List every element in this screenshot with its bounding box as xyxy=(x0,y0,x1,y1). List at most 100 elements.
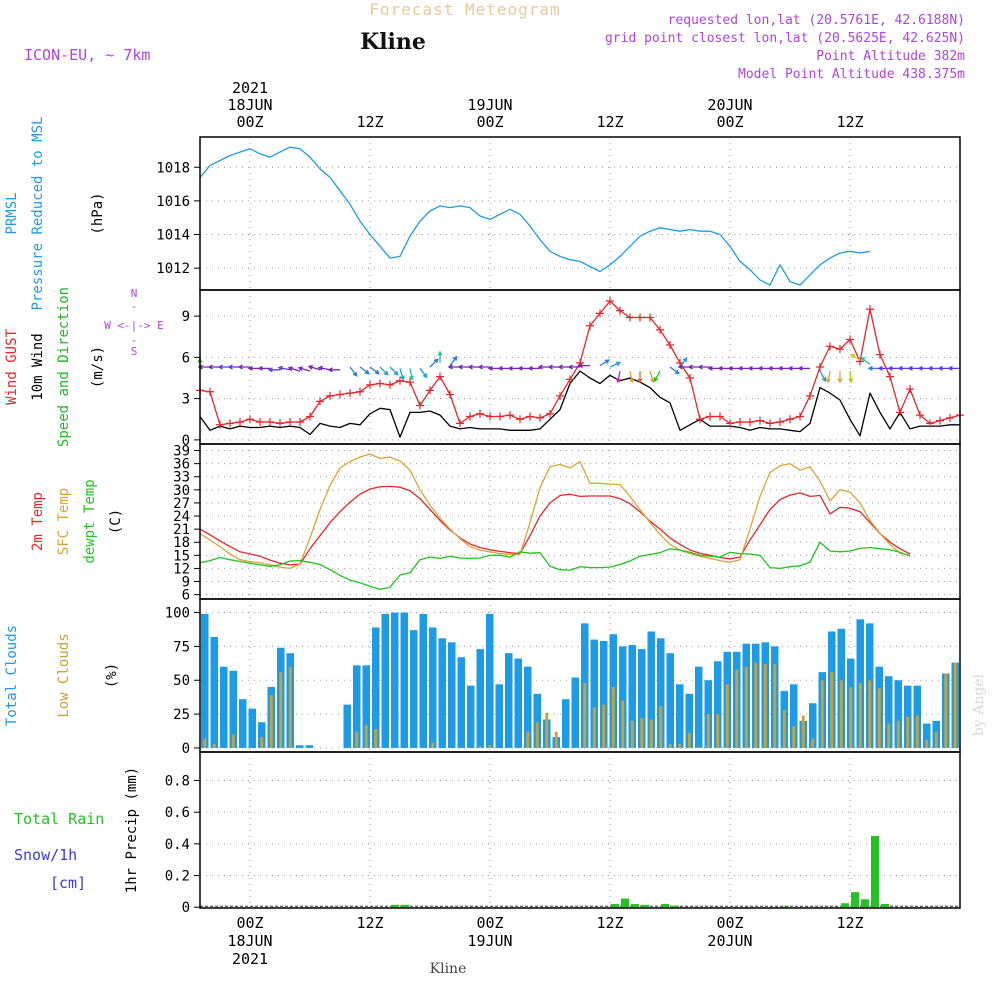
precip-bar xyxy=(851,892,859,908)
gust-marker xyxy=(526,412,534,421)
low-cloud-bar xyxy=(773,663,777,748)
y-tick-label: 0 xyxy=(182,900,190,916)
precip-bar xyxy=(661,904,669,908)
total-cloud-bar xyxy=(533,693,541,748)
wind-direction-arrow xyxy=(599,359,610,367)
time-label-top: 00Z xyxy=(476,113,503,131)
gust-marker xyxy=(686,374,694,382)
time-label-top: 2021 xyxy=(232,79,268,97)
y-tick-label: 36 xyxy=(173,457,190,473)
panel-label: (hPa) xyxy=(90,192,106,234)
time-label-top: 19JUN xyxy=(467,96,512,114)
low-cloud-bar xyxy=(687,733,691,748)
gust-marker xyxy=(266,418,274,426)
gust-marker xyxy=(656,325,664,334)
total-cloud-bar xyxy=(714,661,722,748)
gust-marker xyxy=(826,342,834,351)
gust-marker xyxy=(206,387,214,396)
low-cloud-bar xyxy=(858,682,862,748)
precip-bar xyxy=(631,904,639,908)
gust-marker xyxy=(626,313,634,322)
gust-marker xyxy=(376,379,384,388)
y-tick-label: 1016 xyxy=(156,194,190,210)
y-tick-label: 6 xyxy=(182,588,190,604)
time-label-bottom: 00Z xyxy=(716,914,743,932)
total-cloud-bar xyxy=(438,638,446,748)
total-cloud-bar xyxy=(210,636,218,748)
panel-label: Wind GUST xyxy=(4,329,20,405)
low-cloud-bar xyxy=(706,714,710,748)
y-tick-label: 75 xyxy=(173,639,190,655)
low-cloud-bar xyxy=(630,720,634,748)
gust-marker xyxy=(536,413,544,422)
wind-direction-arrow xyxy=(669,366,680,375)
series-line-2m xyxy=(199,485,911,566)
wind-direction-arrow xyxy=(848,371,854,384)
total-cloud-bar xyxy=(410,630,418,748)
location-title: Kline xyxy=(360,29,426,55)
low-cloud-bar xyxy=(839,680,843,748)
gust-marker xyxy=(716,412,724,421)
y-tick-label: 0.2 xyxy=(165,869,190,885)
precip-bar xyxy=(621,898,629,908)
panel-label: Low Clouds xyxy=(56,633,72,717)
low-cloud-bar xyxy=(944,673,948,748)
panel-label: Total Clouds xyxy=(4,625,20,726)
panel-frame xyxy=(199,136,961,291)
wind-direction-arrow xyxy=(277,365,291,371)
gust-marker xyxy=(226,419,234,428)
low-cloud-bar xyxy=(431,742,435,748)
panel-label: (m/s) xyxy=(90,346,106,388)
low-cloud-bar xyxy=(925,739,929,748)
gust-marker xyxy=(646,313,654,322)
y-tick-label: 1018 xyxy=(156,160,190,176)
gust-marker xyxy=(286,418,294,426)
y-tick-label: 6 xyxy=(182,350,190,366)
wind-direction-arrow xyxy=(837,371,843,384)
wind-direction-arrow xyxy=(267,367,280,373)
low-cloud-bar xyxy=(906,716,910,748)
wind-direction-arrow xyxy=(567,364,580,370)
time-label-top: 00Z xyxy=(716,113,743,131)
y-tick-label: 0.6 xyxy=(165,805,190,821)
time-label-top: 18JUN xyxy=(227,96,272,114)
low-cloud-bar xyxy=(915,715,919,748)
model-point-altitude: Model Point Altitude 438.375m xyxy=(738,67,965,82)
gust-marker xyxy=(426,386,434,395)
low-cloud-bar xyxy=(364,724,368,748)
total-cloud-bar xyxy=(372,627,380,748)
total-cloud-bar xyxy=(514,658,522,748)
wind-direction-arrow xyxy=(649,370,655,384)
low-cloud-bar xyxy=(792,726,796,748)
time-label-bottom: 18JUN xyxy=(227,932,272,950)
low-cloud-bar xyxy=(896,720,900,748)
panel-label: Pressure Reduced to MSL xyxy=(30,117,46,311)
wind-direction-arrow xyxy=(399,368,405,381)
wind-direction-arrow xyxy=(637,371,643,384)
total-cloud-bar xyxy=(248,708,256,748)
total-cloud-bar xyxy=(476,649,484,748)
low-cloud-bar xyxy=(203,738,207,748)
wind-direction-arrow xyxy=(577,363,590,369)
gust-marker xyxy=(466,412,474,421)
gust-marker xyxy=(886,372,894,381)
gust-marker xyxy=(346,389,354,398)
gust-marker xyxy=(276,419,284,428)
gust-marker xyxy=(476,409,484,418)
wind-direction-arrow xyxy=(317,365,331,371)
total-cloud-bar xyxy=(391,612,399,748)
panel-label: PRMSL xyxy=(4,192,20,234)
total-cloud-bar xyxy=(628,645,636,748)
wind-direction-arrow xyxy=(349,366,358,377)
gust-marker xyxy=(616,306,624,315)
wind-direction-arrow xyxy=(629,370,635,384)
y-tick-label: 0 xyxy=(182,433,190,449)
total-cloud-bar xyxy=(448,642,456,748)
point-altitude: Point Altitude 382m xyxy=(816,49,965,64)
panel-label: SFC Temp xyxy=(56,488,72,555)
y-tick-label: 25 xyxy=(173,707,190,723)
total-cloud-bar xyxy=(638,649,646,748)
low-cloud-bar xyxy=(868,680,872,748)
grid-point-coords: grid point closest lon,lat (20.5625E, 42… xyxy=(605,31,965,46)
low-cloud-bar xyxy=(811,738,815,748)
